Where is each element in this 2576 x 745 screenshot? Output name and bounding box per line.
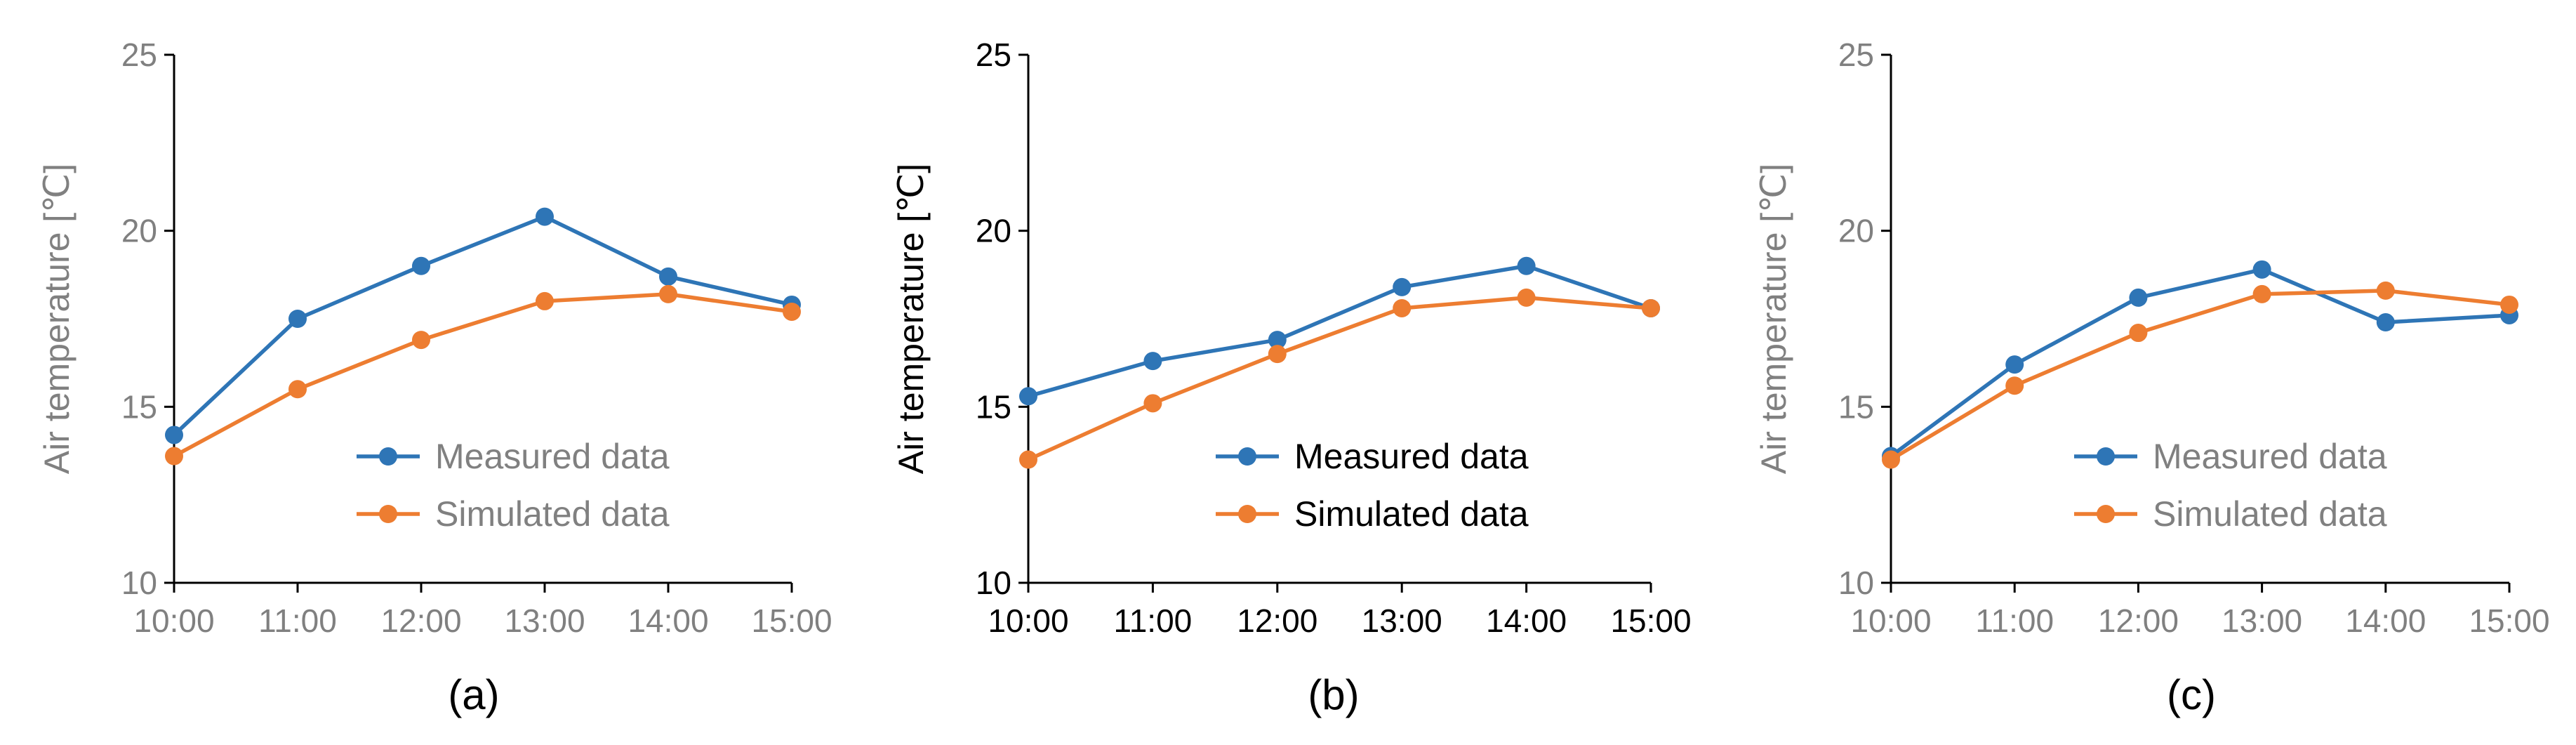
y-axis-title: Air temperature [℃] [37,164,77,474]
y-tick-label: 25 [976,37,1011,73]
data-point-measured [165,426,183,444]
x-tick-label: 12:00 [2098,602,2179,639]
series-line-simulated [1027,296,1652,462]
y-tick-label: 10 [976,565,1011,601]
series-line-measured [1890,268,2510,458]
data-point-simulated [1642,298,1660,317]
data-point-measured [659,267,677,286]
data-point-simulated [1517,288,1536,307]
data-point-simulated [1143,394,1162,413]
data-point-simulated [2252,284,2271,303]
x-tick-label: 11:00 [1975,602,2054,639]
y-tick-label: 20 [976,213,1011,249]
chart-panel-1: 10 15 20 25 10:00 11:00 12:00 13:00 14:00 15:00 Ai… [37,37,832,718]
data-point-measured [2129,288,2148,307]
data-point-simulated [2129,324,2148,343]
data-point-measured [1143,352,1162,371]
data-point-measured [1393,277,1412,296]
y-tick-label: 10 [121,565,157,601]
legend-marker-2 [1238,505,1256,523]
data-point-measured [536,207,554,226]
y-axis-title: Air temperature [℃] [891,164,931,474]
y-tick-label: 25 [121,37,157,73]
y-tick-label: 20 [121,213,157,249]
legend-label-1: Measured data [2153,437,2387,476]
x-tick-label: 13:00 [2222,602,2302,639]
legend-marker-1 [379,447,397,466]
panel-caption: (a) [448,671,499,718]
chart-panel-3: 10 15 20 25 10:00 11:00 12:00 13:00 14:00 15:00 Ai… [1754,37,2550,718]
x-tick-label: 12:00 [1237,602,1317,639]
x-tick-label: 15:00 [2469,602,2549,639]
panel-caption: (c) [2167,671,2216,718]
data-point-measured [412,256,430,275]
x-tick-label: 10:00 [988,602,1068,639]
chart-panel-2: 10 15 20 25 10:00 11:00 12:00 13:00 14:00 15:00 Ai… [891,37,1692,718]
data-point-simulated [783,302,801,321]
data-point-simulated [1019,450,1037,469]
data-point-simulated [288,380,307,399]
data-point-simulated [2500,295,2518,314]
data-point-measured [1517,256,1536,275]
data-point-simulated [2005,376,2024,395]
data-point-measured [1268,331,1287,350]
x-tick-label: 10:00 [133,602,214,639]
series-line-simulated [173,292,792,458]
legend-marker-1 [1238,447,1256,466]
y-tick-label: 25 [1838,37,1874,73]
x-tick-label: 11:00 [1114,602,1193,639]
y-tick-label: 20 [1838,213,1874,249]
x-tick-label: 14:00 [1486,602,1567,639]
data-point-measured [288,310,307,328]
x-tick-label: 14:00 [628,602,708,639]
series-line-measured [1028,264,1652,398]
series-line-simulated [1890,289,2510,461]
x-tick-label: 15:00 [751,602,832,639]
legend-marker-2 [379,505,397,523]
data-point-simulated [2376,281,2395,300]
data-point-simulated [536,291,554,310]
y-axis-title: Air temperature [℃] [1754,164,1793,474]
legend-label-1: Measured data [1294,437,1529,476]
legend-label-2: Simulated data [1294,494,1529,534]
data-point-simulated [1393,298,1412,317]
legend-label-2: Simulated data [435,494,670,534]
data-point-measured [2005,355,2024,374]
x-tick-label: 13:00 [504,602,585,639]
data-point-measured [2376,313,2395,332]
panel-caption: (b) [1308,671,1359,718]
legend-label-1: Measured data [435,437,670,476]
series-line-measured [173,214,792,437]
y-tick-label: 15 [121,388,157,425]
data-point-simulated [1268,345,1287,364]
legend-marker-2 [2097,505,2115,523]
x-tick-label: 13:00 [1362,602,1442,639]
x-tick-label: 12:00 [380,602,461,639]
data-point-measured [1019,387,1037,406]
data-point-simulated [165,447,183,466]
y-tick-label: 10 [1838,565,1874,601]
data-point-simulated [412,331,430,350]
x-tick-label: 15:00 [1610,602,1691,639]
x-tick-label: 11:00 [258,602,337,639]
data-point-measured [2252,260,2271,279]
y-tick-label: 15 [976,388,1011,425]
data-point-simulated [1882,450,1900,469]
legend-marker-1 [2097,447,2115,466]
data-point-simulated [659,284,677,303]
y-tick-label: 15 [1838,388,1874,425]
legend-label-2: Simulated data [2153,494,2387,534]
x-tick-label: 10:00 [1850,602,1931,639]
x-tick-label: 14:00 [2345,602,2426,639]
